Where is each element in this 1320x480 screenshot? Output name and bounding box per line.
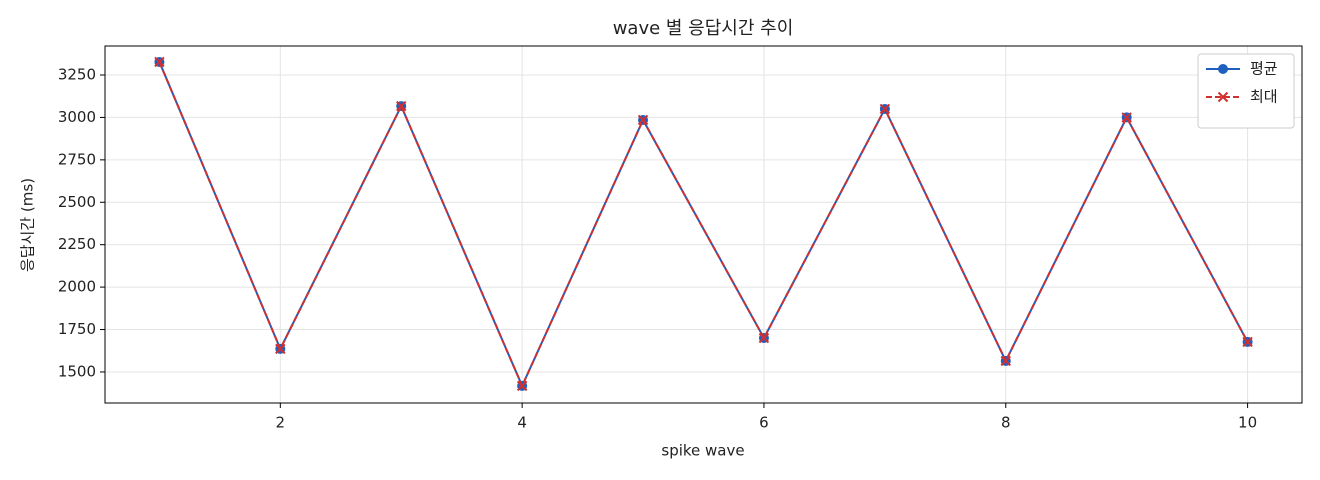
plot-frame <box>104 45 1303 404</box>
series-line <box>158 61 1249 389</box>
data-point <box>1121 112 1132 123</box>
y-tick-label: 2750 <box>58 150 96 168</box>
data-point <box>879 103 891 115</box>
legend-label: 최대 <box>1250 88 1278 106</box>
legend-marker <box>1217 91 1229 103</box>
x-tick-label: 2 <box>276 414 286 432</box>
y-tick-label: 1750 <box>58 320 96 338</box>
legend-marker <box>1218 64 1228 74</box>
data-point <box>275 343 286 355</box>
y-tick-label: 3250 <box>58 66 96 84</box>
y-tick-label: 3000 <box>58 108 96 126</box>
x-axis-label: spike wave <box>661 442 744 460</box>
x-tick-label: 4 <box>517 414 527 432</box>
data-point <box>396 100 407 112</box>
y-tick-label: 2000 <box>58 278 96 296</box>
legend-box <box>1197 53 1295 129</box>
data-point <box>516 380 528 392</box>
data-point <box>758 332 770 344</box>
legend-label: 평균 <box>1250 60 1278 78</box>
chart-title: wave 별 응답시간 추이 <box>613 18 794 39</box>
y-tick-label: 2250 <box>58 235 96 253</box>
y-axis-label: 응답시간 (ms) <box>19 178 37 272</box>
series-line <box>158 61 1249 389</box>
x-tick-label: 10 <box>1238 414 1257 432</box>
data-point <box>637 114 649 126</box>
data-point <box>1000 355 1011 367</box>
data-point <box>1242 336 1253 348</box>
x-tick-label: 8 <box>1001 414 1011 432</box>
y-tick-label: 1500 <box>58 362 96 380</box>
y-tick-label: 2500 <box>58 193 96 211</box>
data-point <box>154 56 165 68</box>
x-tick-label: 6 <box>759 414 769 432</box>
